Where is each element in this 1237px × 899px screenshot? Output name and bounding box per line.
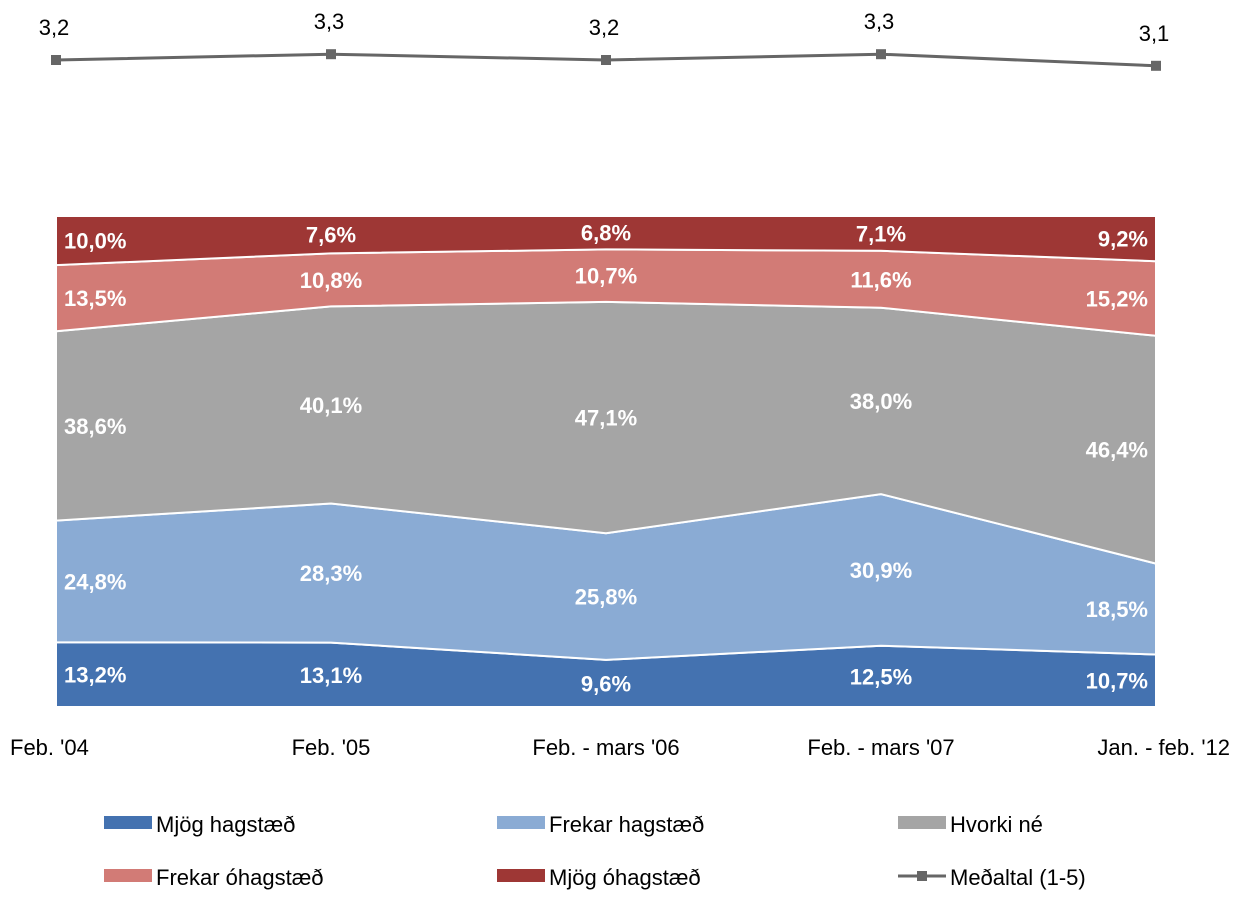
x-axis-labels: Feb. '04 Feb. '05 Feb. - mars '06 Feb. - ma… xyxy=(10,735,1230,760)
data-label: 24,8% xyxy=(64,569,126,594)
area-data-labels: 13,2% 13,1% 9,6% 12,5% 10,7% 24,8% 28,3% 25,8% 3… xyxy=(64,221,1148,697)
legend-label: Hvorki né xyxy=(950,812,1043,837)
mean-value-label: 3,2 xyxy=(39,15,70,40)
data-label: 6,8% xyxy=(581,221,631,246)
data-label: 10,7% xyxy=(575,264,637,289)
mean-value-label: 3,3 xyxy=(314,9,345,34)
data-label: 13,2% xyxy=(64,663,126,688)
area-layers xyxy=(55,215,1157,708)
mean-value-label: 3,2 xyxy=(589,15,620,40)
data-label: 13,5% xyxy=(64,286,126,311)
legend-marker xyxy=(917,871,927,881)
legend-label: Frekar hagstæð xyxy=(549,812,704,837)
mean-value-label: 3,1 xyxy=(1139,21,1170,46)
legend-label: Frekar óhagstæð xyxy=(156,865,324,890)
data-label: 10,8% xyxy=(300,268,362,293)
data-label: 46,4% xyxy=(1086,438,1148,463)
x-tick-label: Jan. - feb. '12 xyxy=(1097,735,1230,760)
mean-point xyxy=(51,55,61,65)
legend-swatch xyxy=(104,816,152,829)
data-label: 12,5% xyxy=(850,664,912,689)
data-label: 13,1% xyxy=(300,663,362,688)
x-tick-label: Feb. '05 xyxy=(292,735,371,760)
mean-point xyxy=(1151,60,1161,71)
data-label: 47,1% xyxy=(575,406,637,431)
data-label: 15,2% xyxy=(1086,287,1148,312)
mean-line-group: 3,2 3,3 3,2 3,3 3,1 xyxy=(39,9,1170,71)
legend-swatch xyxy=(497,869,545,882)
data-label: 18,5% xyxy=(1086,597,1148,622)
x-tick-label: Feb. - mars '07 xyxy=(807,735,954,760)
mean-value-label: 3,3 xyxy=(864,9,895,34)
legend-label: Meðaltal (1-5) xyxy=(950,865,1086,890)
legend-label: Mjög hagstæð xyxy=(156,812,295,837)
legend-label: Mjög óhagstæð xyxy=(549,865,701,890)
mean-point xyxy=(326,49,336,60)
data-label: 10,0% xyxy=(64,229,126,254)
data-label: 7,6% xyxy=(306,223,356,248)
x-tick-label: Feb. - mars '06 xyxy=(532,735,679,760)
data-label: 38,6% xyxy=(64,414,126,439)
data-label: 30,9% xyxy=(850,558,912,583)
data-label: 11,6% xyxy=(850,267,911,292)
area-mjög-óhagstæð xyxy=(55,215,1157,267)
data-label: 10,7% xyxy=(1086,669,1148,694)
data-label: 7,1% xyxy=(856,221,906,246)
data-label: 40,1% xyxy=(300,393,362,418)
legend: Mjög hagstæð Frekar hagstæð Hvorki né Freka… xyxy=(104,812,1086,890)
data-label: 9,6% xyxy=(581,671,631,696)
data-label: 38,0% xyxy=(850,389,912,414)
mean-point xyxy=(876,49,886,60)
data-label: 28,3% xyxy=(300,561,362,586)
data-label: 25,8% xyxy=(575,585,637,610)
legend-swatch xyxy=(104,869,152,882)
data-label: 9,2% xyxy=(1098,227,1148,252)
mean-point xyxy=(601,55,611,65)
legend-swatch xyxy=(497,816,545,829)
x-tick-label: Feb. '04 xyxy=(10,735,89,760)
legend-swatch xyxy=(898,816,946,829)
